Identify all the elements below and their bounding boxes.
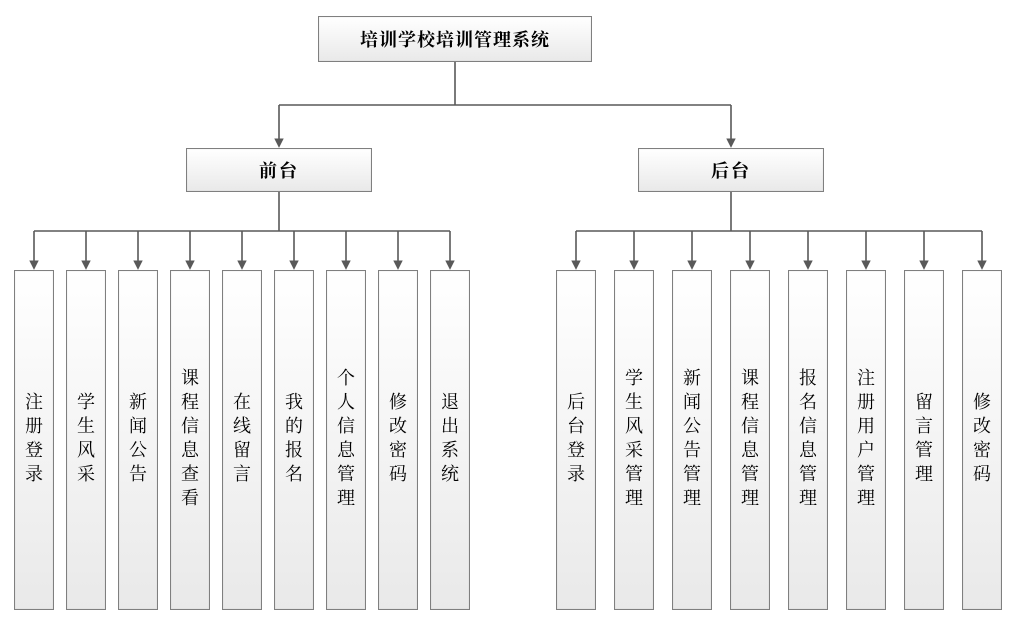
leaf-node: 新闻公告 xyxy=(118,270,158,610)
branch-back: 后台 xyxy=(638,148,824,192)
leaf-node: 我的报名 xyxy=(274,270,314,610)
leaf-node: 留言管理 xyxy=(904,270,944,610)
leaf-node: 修改密码 xyxy=(962,270,1002,610)
leaf-node: 新闻公告管理 xyxy=(672,270,712,610)
branch-front: 前台 xyxy=(186,148,372,192)
leaf-node: 注册用户管理 xyxy=(846,270,886,610)
leaf-node: 个人信息管理 xyxy=(326,270,366,610)
leaf-node: 注册登录 xyxy=(14,270,54,610)
root-node: 培训学校培训管理系统 xyxy=(318,16,592,62)
diagram-canvas: 培训学校培训管理系统 前台 后台 注册登录 学生风采 新闻公告 课程信息查看 在… xyxy=(0,0,1026,625)
leaf-node: 学生风采 xyxy=(66,270,106,610)
leaf-node: 报名信息管理 xyxy=(788,270,828,610)
leaf-node: 在线留言 xyxy=(222,270,262,610)
leaf-node: 退出系统 xyxy=(430,270,470,610)
leaf-node: 后台登录 xyxy=(556,270,596,610)
leaf-node: 学生风采管理 xyxy=(614,270,654,610)
leaf-node: 课程信息查看 xyxy=(170,270,210,610)
leaf-node: 课程信息管理 xyxy=(730,270,770,610)
leaf-node: 修改密码 xyxy=(378,270,418,610)
